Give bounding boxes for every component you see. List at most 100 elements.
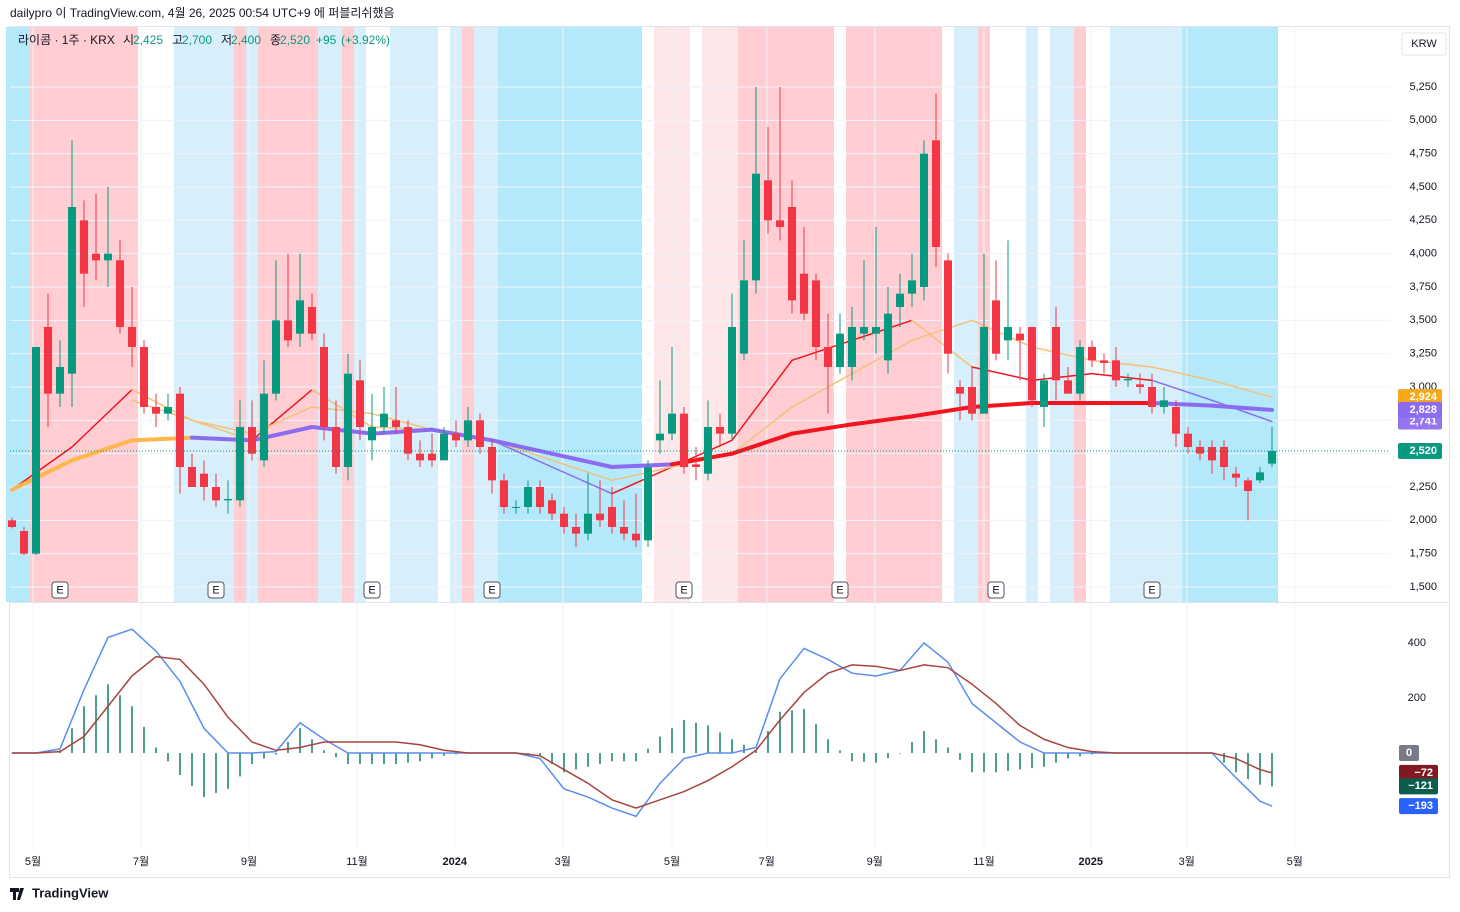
price-label-box xyxy=(1398,443,1442,459)
histogram-bar xyxy=(167,753,169,762)
symbol: 라이콤 · 1주 · KRX xyxy=(18,33,115,47)
x-tick-label: 9월 xyxy=(867,855,883,868)
candle-body xyxy=(344,373,352,467)
histogram-bar xyxy=(887,753,889,758)
earnings-marker xyxy=(987,581,1005,599)
candle-body xyxy=(32,347,40,554)
histogram-bar xyxy=(539,753,541,756)
histogram-bar xyxy=(659,736,661,754)
y-tick-label: 3,250 xyxy=(1409,348,1437,360)
candle-body xyxy=(308,307,316,334)
earnings-label: E xyxy=(212,584,219,596)
candle-body xyxy=(644,467,652,541)
signal-band xyxy=(246,27,258,602)
histogram-bar xyxy=(191,753,193,787)
macd-line xyxy=(12,628,1273,818)
histogram-bar xyxy=(203,753,205,798)
macd-label-box xyxy=(1399,764,1438,781)
histogram-bar xyxy=(95,695,97,754)
candle-body xyxy=(68,207,76,374)
moving-average xyxy=(10,458,74,492)
candle-body xyxy=(764,180,772,221)
candle-body xyxy=(1100,360,1108,363)
earnings-label: E xyxy=(488,584,495,596)
candle-body xyxy=(500,480,508,507)
y-tick-label: 3,750 xyxy=(1409,281,1437,293)
candle-body xyxy=(392,420,400,427)
moving-average xyxy=(1210,403,1274,412)
histogram-bar xyxy=(107,684,109,754)
candle-body xyxy=(236,427,244,501)
histogram-bar xyxy=(347,753,349,765)
histogram-bar xyxy=(239,753,241,777)
earnings-marker xyxy=(363,581,381,599)
candle-body xyxy=(692,464,700,467)
histogram-bar xyxy=(179,753,181,776)
histogram-bar xyxy=(1079,753,1081,757)
moving-average xyxy=(551,466,613,495)
price-label-box xyxy=(1398,401,1442,418)
macd-label-box xyxy=(1399,778,1438,795)
candle-body xyxy=(476,420,484,447)
currency[interactable]: KRW xyxy=(1411,38,1437,50)
y-tick-label: 2,250 xyxy=(1409,481,1437,493)
moving-average xyxy=(911,319,973,368)
candle-body xyxy=(776,220,784,227)
histogram-bar xyxy=(935,739,937,754)
moving-average xyxy=(370,427,434,436)
y-tick-label: 4,500 xyxy=(1409,181,1437,193)
candle-body xyxy=(488,447,496,481)
x-tick-label: 2024 xyxy=(443,856,468,868)
candle-body xyxy=(656,433,664,441)
histogram-bar xyxy=(767,731,769,754)
histogram-bar xyxy=(371,753,373,765)
candle-body xyxy=(1076,347,1084,394)
candle-body xyxy=(668,413,676,434)
signal-band xyxy=(498,27,642,602)
candle-body xyxy=(464,420,472,441)
macd-line xyxy=(12,655,1273,809)
histogram-bar xyxy=(587,753,589,767)
candle-body xyxy=(572,527,580,534)
histogram-bar xyxy=(299,728,301,754)
earnings-label: E xyxy=(836,584,843,596)
legend: 시2,425 고2,700 저2,400 종2,520 +95 (+3.92%) xyxy=(123,33,390,47)
legend-change-pct: (+3.92%) xyxy=(341,33,390,47)
histogram-bar xyxy=(671,728,673,754)
histogram-bar xyxy=(323,750,325,754)
y2-tick-label: 400 xyxy=(1408,637,1426,649)
candle-body xyxy=(212,487,220,501)
candle-body xyxy=(128,327,136,347)
y-tick-label: 1,500 xyxy=(1409,581,1437,593)
candle-body xyxy=(1160,400,1168,407)
histogram-bar xyxy=(947,747,949,754)
moving-average xyxy=(850,414,914,427)
signal-band xyxy=(174,27,234,602)
candle-body xyxy=(896,293,904,307)
candle-body xyxy=(824,347,832,367)
histogram-bar xyxy=(815,724,817,754)
candle-body xyxy=(608,507,616,527)
histogram-bar xyxy=(1043,753,1045,767)
currency-button[interactable] xyxy=(1401,32,1447,56)
y-tick-label: 1,750 xyxy=(1409,548,1437,560)
histogram-bar xyxy=(635,753,637,762)
macd-label: −72 xyxy=(1414,767,1433,779)
candle-body xyxy=(164,407,172,414)
histogram-bar xyxy=(779,711,781,754)
legend-key: 고 xyxy=(172,33,183,47)
candle-body xyxy=(1172,407,1180,434)
earnings-label: E xyxy=(368,584,375,596)
histogram-bar xyxy=(71,728,73,754)
y2-tick-label: 200 xyxy=(1408,692,1426,704)
histogram-bar xyxy=(1067,753,1069,759)
x-tick-label: 5월 xyxy=(1287,855,1303,868)
earnings-label: E xyxy=(1148,584,1155,596)
legend-value: 2,520 xyxy=(280,33,310,47)
histogram-bar xyxy=(707,725,709,754)
candle-body xyxy=(632,533,640,541)
y-tick-label: 4,750 xyxy=(1409,148,1437,160)
candle-body xyxy=(512,507,520,508)
histogram-bar xyxy=(875,753,877,763)
histogram-bar xyxy=(1271,753,1273,787)
